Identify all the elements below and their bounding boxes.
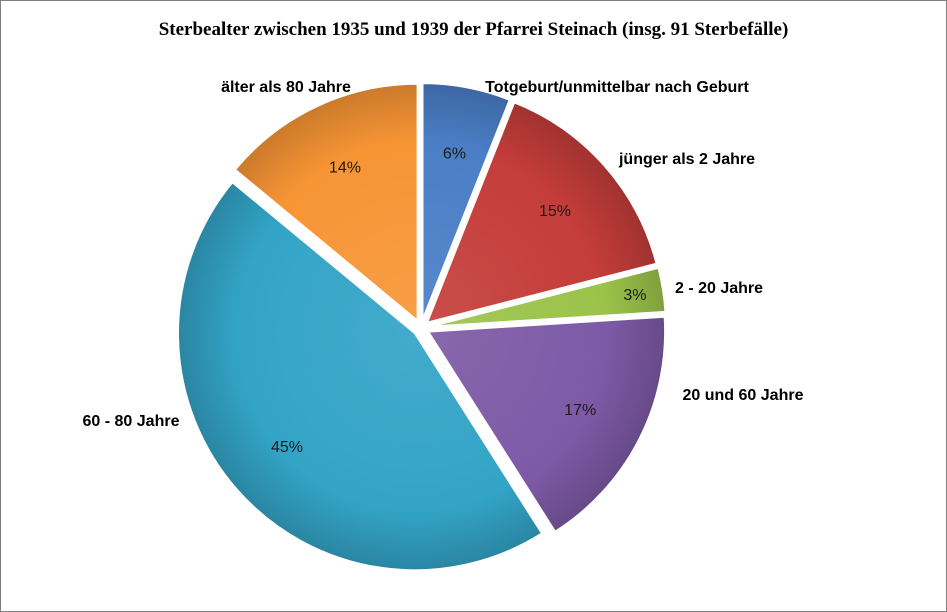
slice-category-label: 2 - 20 Jahre [675,280,763,297]
slice-category-label: 20 und 60 Jahre [683,387,804,404]
slice-value-label: 45% [271,439,303,456]
pie-slice-2 [428,266,667,328]
slice-category-label: Totgeburt/unmittelbar nach Geburt [485,79,749,96]
slice-category-label: älter als 80 Jahre [221,79,351,96]
pie-slice-3 [426,315,667,534]
pie-slice-4 [176,180,544,572]
slice-category-label: 60 - 80 Jahre [83,413,180,430]
slice-value-label: 14% [329,159,361,176]
pie-slice-0 [421,82,512,321]
slice-value-label: 17% [564,402,596,419]
slice-value-label: 3% [623,287,646,304]
slice-value-label: 6% [443,146,466,163]
pie-slice-5 [233,82,419,323]
pie-slice-1 [425,101,658,325]
slice-value-label: 15% [539,203,571,220]
slice-category-label: jünger als 2 Jahre [618,151,755,168]
chart-title: Sterbealter zwischen 1935 und 1939 der P… [158,19,789,40]
